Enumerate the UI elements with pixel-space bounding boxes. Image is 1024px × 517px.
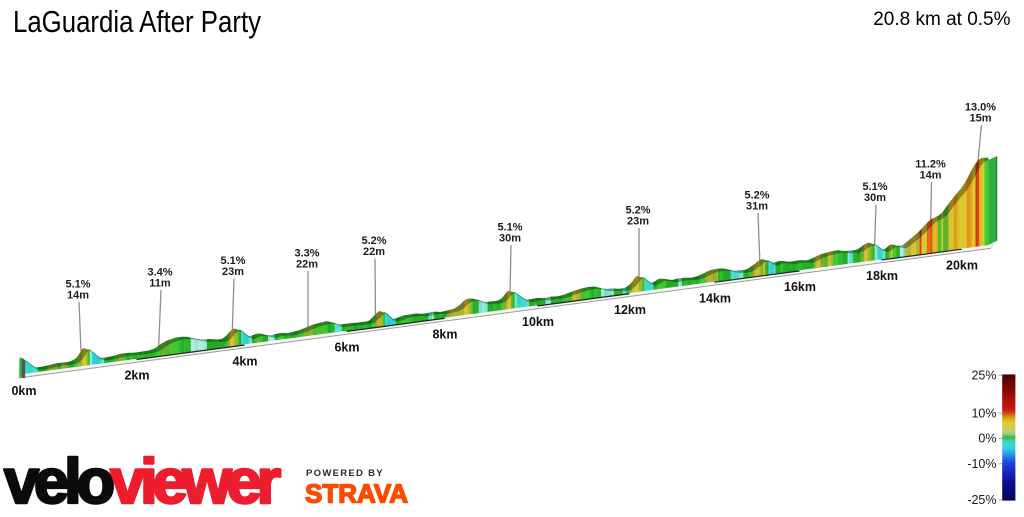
svg-text:5.1%: 5.1% (862, 181, 887, 193)
svg-text:5.2%: 5.2% (361, 235, 386, 247)
svg-text:5.1%: 5.1% (65, 278, 90, 290)
svg-text:11m: 11m (149, 277, 171, 289)
svg-text:4km: 4km (232, 354, 257, 368)
svg-text:11.2%: 11.2% (915, 158, 946, 170)
svg-text:14m: 14m (67, 289, 89, 301)
svg-text:0km: 0km (11, 384, 36, 398)
svg-text:14km: 14km (699, 292, 731, 306)
svg-text:5.2%: 5.2% (625, 204, 650, 216)
svg-text:10km: 10km (522, 315, 554, 329)
svg-text:LaGuardia After Party: LaGuardia After Party (13, 5, 262, 39)
svg-text:3.4%: 3.4% (147, 266, 172, 278)
svg-text:0%: 0% (978, 432, 996, 446)
svg-text:5.1%: 5.1% (220, 255, 245, 267)
svg-text:30m: 30m (499, 232, 521, 244)
svg-text:3.3%: 3.3% (294, 247, 319, 259)
svg-text:31m: 31m (746, 200, 768, 212)
svg-text:13.0%: 13.0% (965, 101, 996, 113)
svg-text:20km: 20km (946, 259, 978, 273)
svg-text:15m: 15m (969, 112, 991, 124)
svg-text:-10%: -10% (967, 457, 996, 471)
svg-text:8km: 8km (432, 328, 457, 342)
svg-text:16km: 16km (784, 280, 816, 294)
svg-text:veloviewer: veloviewer (4, 447, 281, 512)
svg-text:2km: 2km (124, 369, 149, 383)
svg-text:5.2%: 5.2% (744, 189, 769, 201)
svg-text:25%: 25% (971, 369, 996, 383)
svg-text:12km: 12km (614, 303, 646, 317)
svg-text:STRAVA: STRAVA (305, 479, 408, 509)
svg-text:23m: 23m (627, 215, 649, 227)
svg-text:30m: 30m (864, 192, 886, 204)
svg-text:10%: 10% (971, 406, 996, 420)
svg-text:5.1%: 5.1% (497, 221, 522, 233)
svg-text:-25%: -25% (967, 493, 996, 507)
svg-text:22m: 22m (296, 258, 318, 270)
svg-text:6km: 6km (334, 341, 359, 355)
svg-text:22m: 22m (363, 246, 385, 258)
svg-text:POWERED BY: POWERED BY (306, 468, 384, 479)
svg-text:18km: 18km (866, 269, 898, 283)
svg-text:23m: 23m (222, 266, 244, 278)
svg-text:20.8 km at 0.5%: 20.8 km at 0.5% (873, 9, 1010, 30)
svg-text:14m: 14m (919, 169, 941, 181)
